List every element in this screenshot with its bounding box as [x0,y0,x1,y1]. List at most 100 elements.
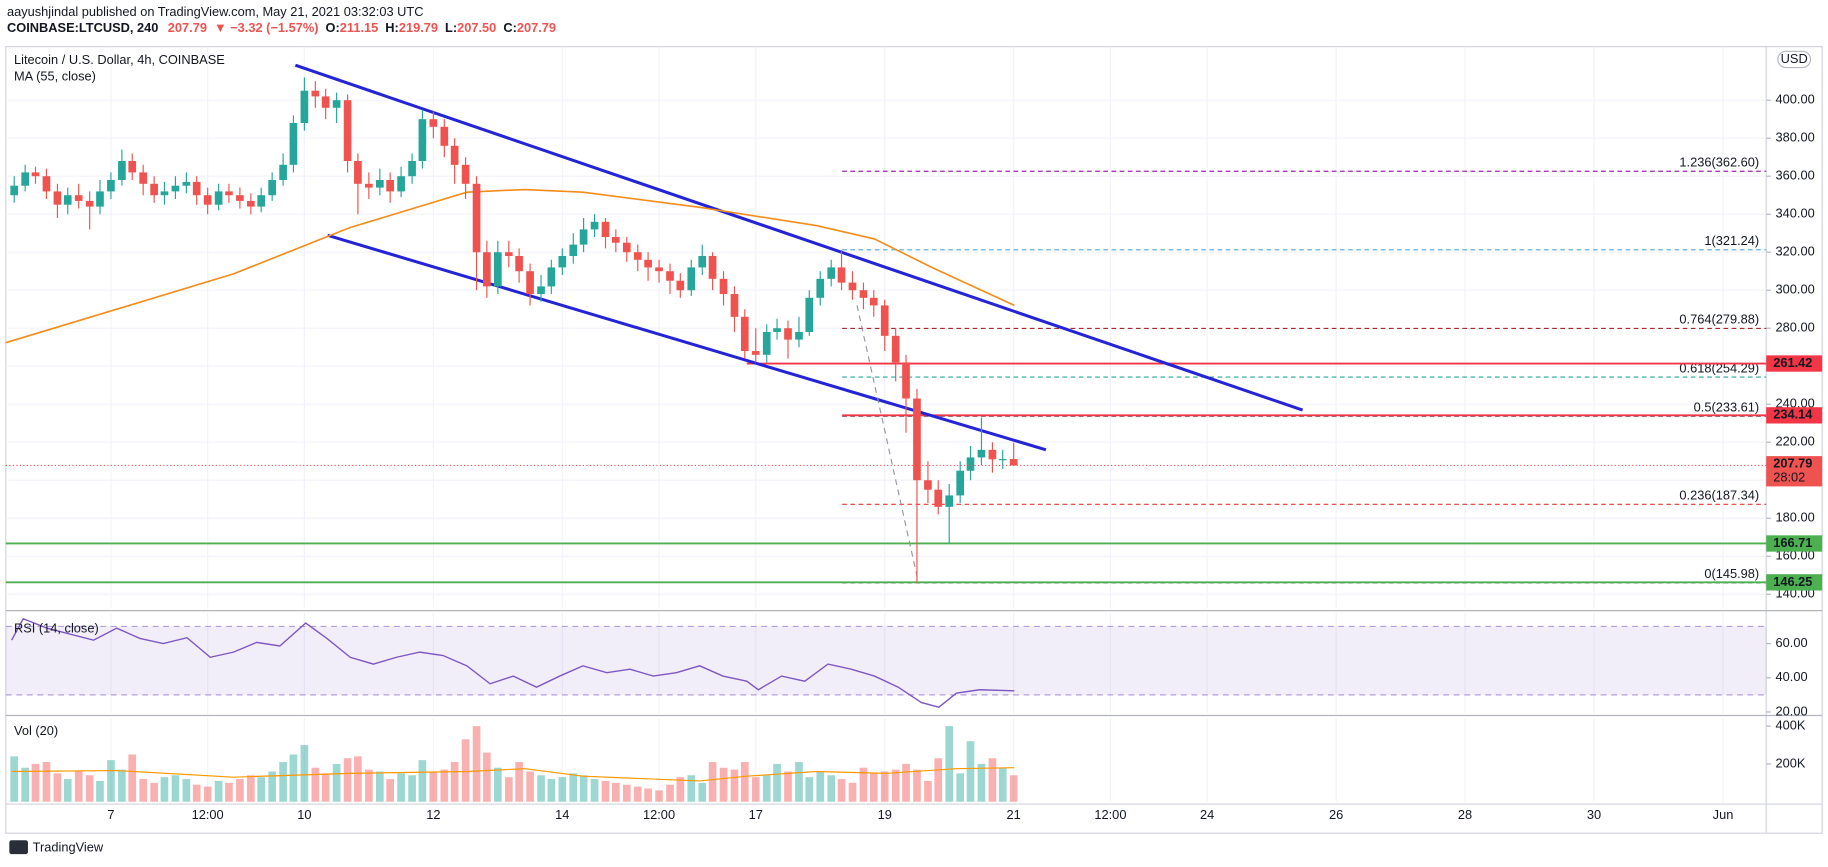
candle-body [450,145,459,165]
volume-bar [1009,775,1018,802]
candle-body [708,256,717,279]
last-price-label: 207.79 [1773,456,1812,471]
volume-bar [698,782,707,802]
volume-bar [472,726,481,802]
candle-body [171,185,180,192]
candle-body [418,119,427,162]
candle-body [655,267,663,272]
currency[interactable]: USD [1781,51,1808,66]
candle-body [365,183,373,188]
ma-line [5,188,1015,344]
ohlc-key: L: [445,21,457,36]
symbol-line: COINBASE:LTCUSD, 240 207.79 ▼ −3.32 (−1.57… [7,21,556,36]
fib-label: 0.764(279.88) [1679,312,1759,327]
volume-bar [203,786,212,802]
volume-bar [279,762,287,802]
candle-body [268,180,276,196]
candle-body [343,100,352,162]
candle-body [956,470,965,496]
candle-body [891,335,900,363]
candle-body [408,161,416,177]
ohlc-value: 207.79 [517,21,556,36]
volume-bar [537,775,545,802]
volume-tick-label: 200K [1776,755,1806,770]
candle-body [42,176,51,192]
y-tick-label: 180.00 [1776,510,1815,525]
volume-bar [74,771,83,802]
volume-bar [236,779,244,802]
volume-bar [730,769,739,802]
x-tick-label: 30 [1587,807,1601,822]
volume-bar [784,771,792,802]
candle-body [31,172,40,177]
candle-body [96,191,104,207]
y-tick-label: 280.00 [1776,320,1815,335]
candle-body [53,191,62,205]
volume-bar [848,782,857,802]
candle-body [128,161,137,173]
candle-body [590,221,599,230]
volume-bar [107,760,115,802]
volume-bar [977,763,986,802]
price-badge-label: 146.25 [1773,574,1812,589]
volume-bar [408,775,416,802]
y-tick-label: 300.00 [1776,282,1815,297]
candle-body [966,457,975,471]
volume-bar [633,786,642,802]
volume-bar [880,771,889,802]
candle-body [1009,459,1018,466]
x-tick-label: 12:00 [643,807,675,822]
candle-body [633,252,642,260]
candle-body [386,180,394,192]
candle-body [762,332,771,355]
volume-bar [601,780,610,802]
y-tick-label: 360.00 [1776,168,1815,183]
volume-bar [988,758,997,802]
candle-body [526,271,534,295]
currency-badge[interactable] [1777,50,1812,69]
volume-bar [450,762,459,802]
volume-bar [118,769,126,802]
volume-bar [612,782,620,802]
volume-bar [214,780,223,802]
volume-bar [192,784,201,802]
fib-label: 0.5(233.61) [1694,400,1760,415]
rsi-band [5,626,1767,695]
candle-body [203,195,212,205]
volume-bar [429,771,438,802]
volume-bar [53,773,62,802]
volume-bar [225,782,233,802]
last-price-badge [1766,456,1823,487]
candle-body [795,332,803,340]
volume-bar [21,767,30,802]
candle-body [515,256,523,272]
candle-body [740,316,749,352]
volume-ma-line [11,767,1015,782]
candle-body [10,185,19,196]
x-tick-label: 24 [1200,807,1214,822]
volume-bar [526,771,534,802]
volume-bar [354,756,362,802]
candle-body [998,459,1007,461]
volume-bar [504,777,513,802]
candle-body [902,362,910,399]
candle-body [816,278,825,298]
volume-bar [676,777,685,802]
volume-bar [440,769,449,802]
volume-bar [182,779,191,802]
volume-bar [139,779,148,802]
candle-body [461,164,470,184]
chart-frame [5,46,1823,834]
volume-bar [644,788,652,802]
fib-label: 1.236(362.60) [1679,154,1759,169]
candle-body [214,191,223,205]
x-tick-label: 12:00 [1094,807,1126,822]
rsi-tick-label: 60.00 [1776,635,1808,650]
ohlc-key: C: [503,21,517,36]
candle-body [472,183,481,253]
last: 207.79 [168,21,207,36]
candle-body [945,495,954,507]
volume-bar [590,779,599,802]
candle-body [160,191,169,196]
